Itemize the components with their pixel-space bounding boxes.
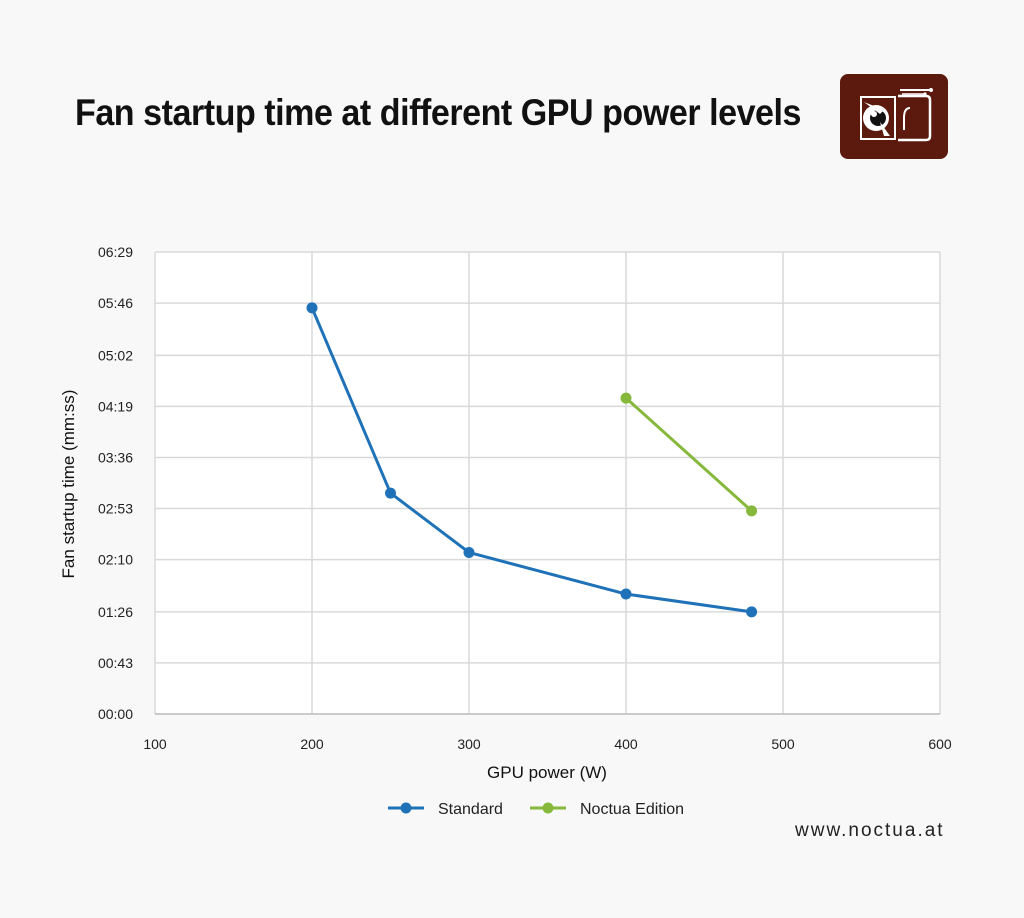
legend-swatch-marker <box>542 802 554 814</box>
data-point <box>620 588 632 600</box>
x-tick-label: 500 <box>771 736 795 752</box>
x-axis-title: GPU power (W) <box>487 763 607 782</box>
owl-logo-icon <box>860 88 933 142</box>
data-point <box>746 505 758 517</box>
chart-series <box>306 302 758 618</box>
x-tick-label: 100 <box>143 736 167 752</box>
y-tick-label: 00:00 <box>98 706 133 722</box>
x-tick-labels: 100 200 300 400 500 600 <box>143 736 952 752</box>
y-tick-label: 00:43 <box>98 655 133 671</box>
y-tick-label: 01:26 <box>98 604 133 620</box>
data-point <box>620 392 632 404</box>
x-tick-label: 400 <box>614 736 638 752</box>
page-title: Fan startup time at different GPU power … <box>75 92 801 133</box>
y-tick-label: 02:10 <box>98 552 133 568</box>
data-point <box>306 302 318 314</box>
y-tick-label: 05:02 <box>98 347 133 363</box>
chart-grid <box>154 251 941 715</box>
x-tick-label: 600 <box>928 736 952 752</box>
y-tick-label: 02:53 <box>98 501 133 517</box>
x-tick-label: 300 <box>457 736 481 752</box>
legend-label: Standard <box>438 801 503 818</box>
legend-label: Noctua Edition <box>580 801 684 818</box>
y-axis-title: Fan startup time (mm:ss) <box>59 390 78 579</box>
data-point <box>463 546 475 558</box>
y-tick-labels: 00:00 00:43 01:26 02:10 02:53 03:36 04:19 05:02… <box>98 244 133 722</box>
noctua-logo <box>840 74 948 159</box>
data-point <box>746 606 758 618</box>
chart-legend: Standard Noctua Edition <box>388 801 684 818</box>
data-point <box>385 487 396 499</box>
legend-swatch-marker <box>400 802 412 814</box>
y-tick-label: 03:36 <box>98 449 133 465</box>
x-tick-label: 200 <box>300 736 324 752</box>
website-url: www.noctua.at <box>795 820 945 841</box>
y-tick-label: 04:19 <box>98 398 133 414</box>
y-tick-label: 06:29 <box>98 244 133 260</box>
y-tick-label: 05:46 <box>98 295 133 311</box>
plot-area <box>155 252 940 714</box>
series-line-1 <box>624 396 753 513</box>
